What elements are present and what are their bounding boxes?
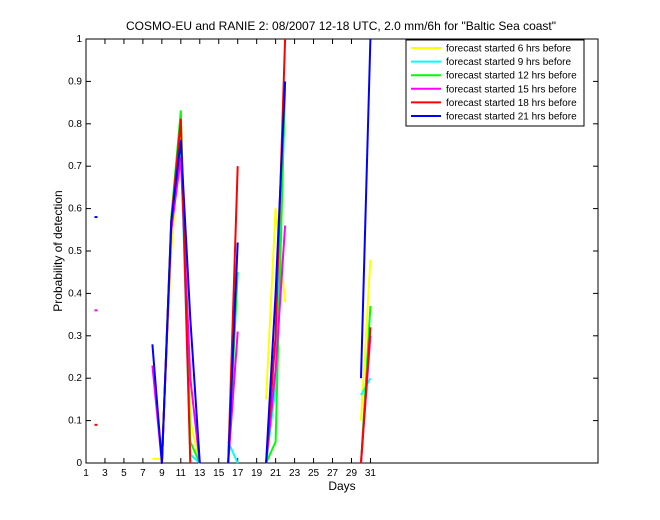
y-tick-label: 1 (76, 34, 82, 45)
x-tick-label: 19 (251, 468, 263, 479)
legend-entry: forecast started 9 hrs before (446, 57, 572, 68)
x-axis-ticks: 1 3 5 7 9 11 13 15 17 19 21 23 25 27 29 31 (83, 39, 376, 479)
chart-title: COSMO-EU and RANIE 2: 08/2007 12-18 UTC,… (126, 19, 556, 33)
series-line (265, 81, 287, 464)
legend-entry: forecast started 6 hrs before (446, 44, 572, 55)
series-line (265, 81, 287, 464)
series-line (151, 139, 201, 464)
y-tick-label: 0.5 (68, 246, 82, 257)
x-tick-label: 27 (327, 468, 339, 479)
legend-entry: forecast started 15 hrs before (446, 84, 577, 95)
y-tick-label: 0.8 (68, 119, 82, 130)
y-tick-label: 0.2 (68, 373, 82, 384)
y-tick-label: 0.9 (68, 76, 82, 87)
legend-entry: forecast started 12 hrs before (446, 71, 577, 82)
x-tick-label: 17 (232, 468, 244, 479)
y-tick-label: 0.6 (68, 204, 82, 215)
x-tick-label: 23 (289, 468, 301, 479)
x-tick-label: 25 (308, 468, 320, 479)
x-tick-label: 15 (213, 468, 225, 479)
x-tick-label: 11 (176, 468, 187, 479)
x-axis-label: Days (328, 479, 355, 493)
x-tick-label: 7 (140, 468, 146, 479)
legend: forecast started 6 hrs before forecast st… (405, 39, 585, 127)
y-axis-ticks: 0 0.1 0.2 0.3 0.4 0.5 0.6 0.7 0.8 0.9 1 (68, 34, 598, 469)
x-tick-label: 3 (102, 468, 108, 479)
y-axis-label: Probability of detection (51, 190, 65, 311)
series-line (227, 242, 239, 464)
series-line (360, 38, 372, 379)
y-tick-label: 0.3 (68, 331, 82, 342)
x-tick-label: 1 (83, 468, 89, 479)
legend-box (405, 39, 585, 127)
y-tick-label: 0.1 (68, 416, 82, 427)
x-tick-label: 5 (121, 468, 127, 479)
x-tick-label: 21 (270, 468, 282, 479)
x-tick-label: 31 (365, 468, 377, 479)
y-tick-label: 0.7 (68, 161, 82, 172)
x-tick-label: 9 (159, 468, 165, 479)
legend-entry: forecast started 18 hrs before (446, 98, 577, 109)
series-layer (94, 38, 372, 464)
series-6 (94, 38, 372, 464)
x-tick-label: 29 (346, 468, 358, 479)
x-tick-label: 13 (194, 468, 206, 479)
series-line (360, 327, 372, 464)
legend-entry: forecast started 21 hrs before (446, 112, 577, 123)
y-tick-label: 0 (76, 458, 82, 469)
y-tick-label: 0.4 (68, 288, 82, 299)
